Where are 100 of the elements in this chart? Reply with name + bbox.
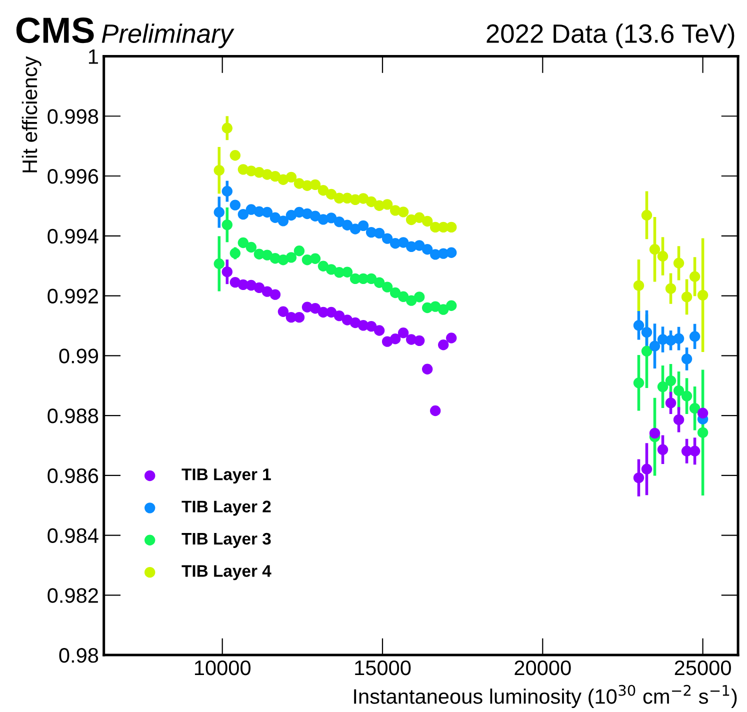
point — [286, 252, 297, 263]
y-tick-label: 0.982 — [48, 588, 98, 603]
point — [641, 326, 652, 338]
point — [310, 253, 321, 264]
legend-label: TIB Layer 3 — [182, 532, 271, 548]
point — [673, 385, 684, 396]
point — [222, 266, 233, 278]
point — [414, 212, 425, 223]
point — [278, 216, 289, 226]
point — [697, 427, 708, 438]
point — [438, 340, 449, 350]
point — [238, 208, 249, 220]
point — [358, 220, 369, 232]
point — [414, 292, 425, 302]
point — [633, 280, 644, 291]
point — [230, 276, 241, 288]
point — [326, 264, 337, 275]
point — [422, 244, 433, 255]
point — [382, 336, 393, 347]
point — [222, 219, 233, 230]
x-tick-label: 20000 — [514, 660, 571, 676]
point — [673, 258, 684, 268]
point — [222, 122, 233, 134]
chart-title: CMS — [16, 18, 94, 44]
point — [310, 179, 321, 190]
point — [374, 325, 385, 336]
point — [366, 273, 377, 284]
point — [657, 250, 668, 262]
point — [414, 335, 425, 346]
y-axis-title: Hit efficiency — [22, 56, 42, 172]
point — [633, 378, 644, 388]
point — [374, 228, 385, 239]
x-tick-label: 10000 — [194, 660, 250, 676]
point — [422, 364, 433, 374]
point — [366, 196, 377, 208]
y-tick-label: 0.994 — [48, 228, 98, 244]
point — [446, 300, 457, 311]
point — [310, 210, 321, 222]
point — [318, 185, 329, 196]
point — [446, 332, 457, 344]
point — [382, 282, 393, 292]
point — [286, 172, 297, 183]
point — [446, 247, 457, 258]
point — [382, 199, 393, 210]
point — [406, 295, 417, 306]
point — [657, 444, 668, 456]
point — [222, 186, 233, 197]
point — [342, 314, 353, 326]
point — [390, 334, 401, 344]
point — [358, 193, 369, 204]
point — [398, 291, 409, 302]
x-axis-title: Instantaneous luminosity (10$^{30}$ cm$^{−2}$ s$^{−1}$) — [354, 684, 737, 708]
point — [254, 282, 265, 294]
text: 2022 Data (13.6 TeV) — [486, 24, 734, 48]
point — [641, 210, 652, 221]
point — [270, 170, 281, 182]
point — [350, 317, 361, 328]
point — [334, 216, 345, 228]
point — [270, 212, 281, 223]
point — [390, 287, 401, 298]
point — [310, 302, 321, 314]
point — [366, 320, 377, 332]
point — [214, 206, 224, 218]
x-tick-label: 15000 — [355, 660, 411, 676]
point — [326, 212, 337, 224]
point — [697, 408, 708, 418]
point — [270, 289, 281, 300]
y-tick-label: 0.99 — [59, 348, 98, 364]
point — [633, 320, 644, 331]
point — [673, 414, 684, 426]
point — [246, 242, 257, 253]
legend-label: TIB Layer 1 — [182, 468, 271, 484]
point — [398, 237, 409, 248]
y-tick-label: 0.98 — [59, 648, 98, 663]
point — [278, 254, 289, 266]
point — [326, 306, 337, 318]
point — [342, 266, 353, 278]
point — [657, 381, 668, 392]
point — [350, 224, 361, 234]
point — [230, 200, 241, 210]
point — [641, 464, 652, 474]
point — [382, 233, 393, 244]
point — [398, 328, 409, 338]
point — [665, 398, 676, 408]
x-tick-label: 25000 — [674, 660, 731, 676]
point — [697, 290, 708, 301]
y-tick-label: 0.998 — [48, 109, 98, 124]
point — [230, 150, 241, 161]
y-tick-label: 1 — [88, 49, 98, 64]
point — [649, 428, 660, 439]
point — [689, 402, 700, 414]
point — [689, 331, 700, 342]
point — [214, 164, 224, 176]
point — [230, 248, 241, 259]
point — [681, 354, 692, 364]
y-tick-label: 0.986 — [48, 468, 98, 484]
point — [262, 286, 273, 297]
point — [681, 390, 692, 402]
point — [278, 306, 289, 317]
point — [633, 472, 644, 484]
